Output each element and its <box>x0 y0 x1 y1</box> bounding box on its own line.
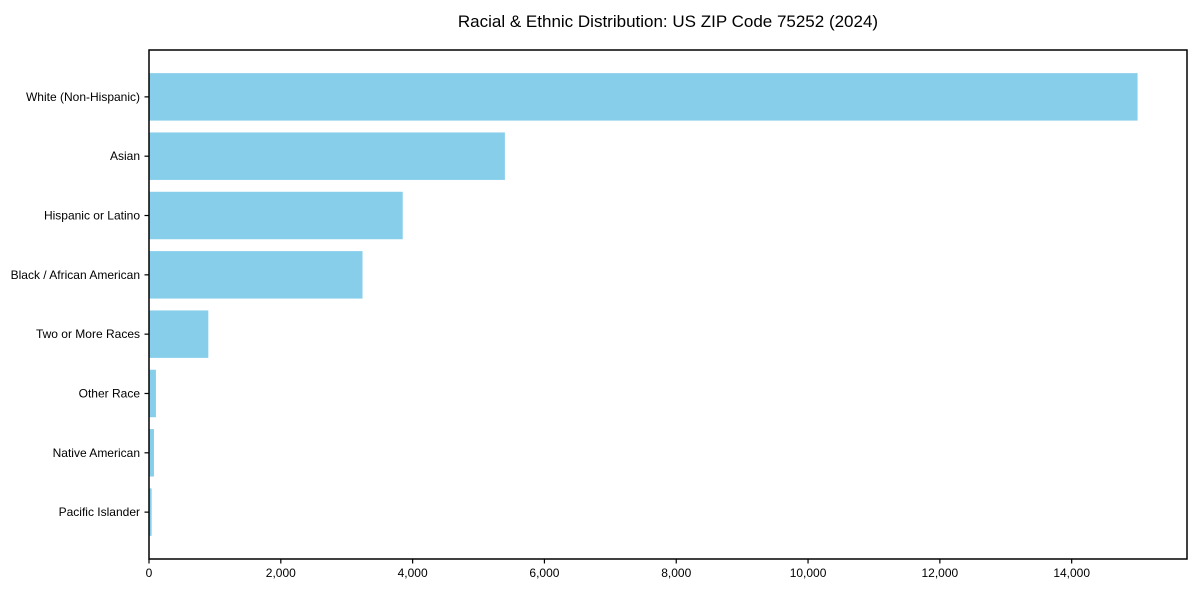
x-tick-label: 6,000 <box>529 566 559 580</box>
bar-native-american <box>149 429 154 477</box>
x-tick-label: 12,000 <box>922 566 959 580</box>
x-tick-label: 2,000 <box>266 566 296 580</box>
x-tick-label: 4,000 <box>398 566 428 580</box>
chart-title: Racial & Ethnic Distribution: US ZIP Cod… <box>457 12 879 31</box>
bar-other-race <box>149 369 156 418</box>
x-tick-label: 10,000 <box>790 566 827 580</box>
plot-frame <box>148 49 1188 560</box>
bar-black-african-american <box>149 251 363 299</box>
x-tick-label: 14,000 <box>1053 566 1090 580</box>
y-tick-label-asian: Asian <box>110 149 140 163</box>
y-tick-label-other-race: Other Race <box>79 386 141 400</box>
x-tick-label: 0 <box>146 566 153 580</box>
y-tick-label-pacific-islander: Pacific Islander <box>59 505 140 519</box>
x-tick-label: 8,000 <box>661 566 691 580</box>
bar-hispanic-or-latino <box>149 191 403 240</box>
bar-two-or-more-races <box>149 310 209 358</box>
bar-asian <box>149 132 505 180</box>
y-tick-label-native-american: Native American <box>53 446 140 460</box>
y-tick-label-two-or-more-races: Two or More Races <box>36 327 140 341</box>
y-tick-label-white-non-hispanic: White (Non-Hispanic) <box>26 90 140 104</box>
bar-white-non-hispanic <box>149 73 1138 121</box>
bar-pacific-islander <box>149 488 152 536</box>
y-tick-label-black-african-american: Black / African American <box>11 268 140 282</box>
y-tick-label-hispanic-or-latino: Hispanic or Latino <box>44 209 140 223</box>
